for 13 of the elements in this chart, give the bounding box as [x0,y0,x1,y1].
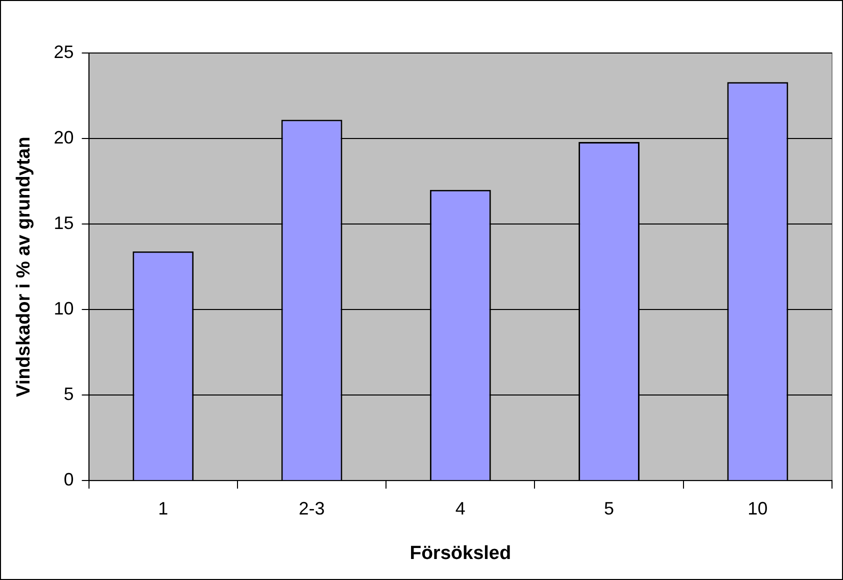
x-tick-label: 10 [748,498,768,518]
y-tick-label: 0 [64,470,74,490]
y-tick-label: 10 [54,298,74,319]
x-tick-label: 5 [604,498,614,518]
y-axis-title: Vindskador i % av grundytan [14,136,35,398]
x-tick-label: 2-3 [298,498,325,518]
y-tick-label: 15 [54,213,74,234]
x-tick-label: 1 [158,498,168,518]
y-tick-label: 25 [54,42,74,62]
y-tick-label: 20 [54,127,74,148]
x-tick-label: 4 [455,498,466,518]
y-tick-label: 5 [64,384,74,404]
x-axis-title: Försöksled [410,542,512,564]
